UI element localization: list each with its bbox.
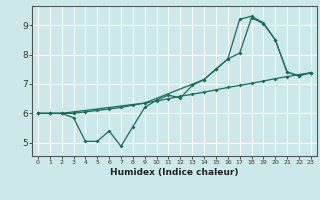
X-axis label: Humidex (Indice chaleur): Humidex (Indice chaleur) [110,168,239,177]
